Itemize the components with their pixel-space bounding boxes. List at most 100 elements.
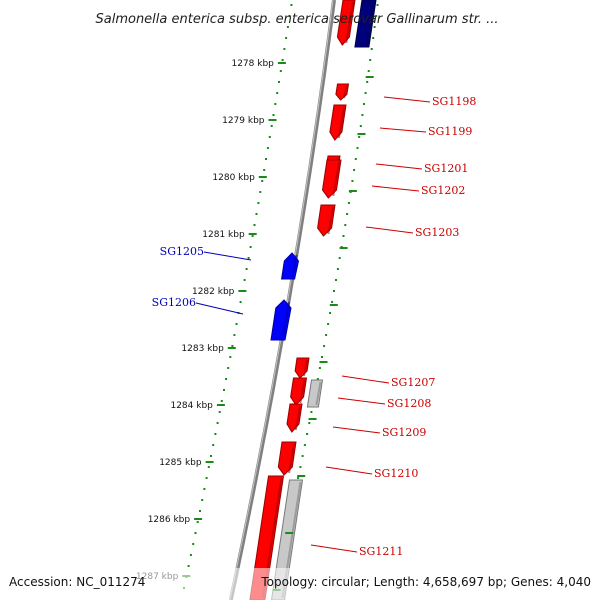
- outer-scale-dot: [285, 37, 288, 39]
- gene-block-sg1203[interactable]: [317, 204, 336, 237]
- outer-scale-dot: [223, 389, 225, 391]
- outer-scale-dot: [203, 488, 206, 490]
- inner-scale-dot: [372, 37, 375, 39]
- inner-scale-dot: [299, 466, 302, 468]
- inner-scale-dot: [336, 268, 339, 270]
- gene-label[interactable]: SG1203: [415, 226, 459, 239]
- outer-scale-dot: [279, 70, 282, 72]
- accession-text: Accession: NC_011274: [9, 575, 145, 589]
- outer-scale-dot: [214, 433, 217, 435]
- gene-label-leader: [337, 397, 386, 405]
- inner-scale-dot: [369, 59, 372, 61]
- outer-scale-dot: [239, 301, 242, 303]
- outer-scale-dot: [225, 378, 228, 380]
- outer-scale-dot: [194, 532, 197, 534]
- outer-scale-dot: [278, 81, 280, 83]
- outer-scale-dot: [251, 235, 254, 237]
- gene-label[interactable]: SG1199: [428, 125, 472, 138]
- inner-scale-dot: [333, 290, 335, 292]
- outer-scale-dot: [255, 213, 258, 215]
- outer-scale-dot: [259, 191, 262, 193]
- tick-label: 1279 kbp: [222, 116, 265, 126]
- gene-block-top-navy[interactable]: [354, 0, 377, 48]
- inner-scale-dot: [358, 136, 361, 138]
- tick-label: 1278 kbp: [231, 59, 274, 69]
- gene-block-sg1207a[interactable]: [294, 357, 310, 379]
- gene-block-sg1199[interactable]: [329, 104, 347, 141]
- gene-label[interactable]: SG1198: [432, 95, 476, 108]
- inner-scale-dot: [361, 114, 364, 116]
- outer-scale-dot: [192, 543, 195, 545]
- inner-scale-dot: [310, 411, 313, 413]
- outer-scale-dot: [243, 279, 246, 281]
- gene-block-sg1207b[interactable]: [290, 377, 308, 406]
- gene-block-sg1198[interactable]: [335, 83, 350, 101]
- gene-block-grey-1[interactable]: [306, 379, 324, 408]
- gene-block-top-red[interactable]: [336, 0, 356, 46]
- outer-scale-dot: [227, 367, 230, 369]
- gene-block-sg1203-body: [317, 204, 336, 237]
- gene-block-sg1209-shadow: [294, 405, 301, 431]
- tick-label: 1286 kbp: [148, 515, 191, 525]
- gene-block-sg1210-body: [277, 441, 297, 476]
- gene-block-sg1207b-shadow: [299, 379, 306, 404]
- gene-block-sg1202[interactable]: [321, 159, 342, 199]
- outer-scale-dot: [205, 477, 208, 479]
- gene-label[interactable]: SG1207: [391, 376, 435, 389]
- footer-background: [0, 568, 600, 600]
- gene-label[interactable]: SG1211: [359, 545, 403, 558]
- gene-block-sg1205[interactable]: [281, 252, 300, 280]
- outer-scale-dot: [274, 103, 277, 105]
- inner-scale-dot: [376, 4, 379, 6]
- gene-block-sg1210[interactable]: [277, 441, 297, 476]
- inner-scale-dot: [344, 224, 347, 226]
- gene-label[interactable]: SG1210: [374, 467, 418, 480]
- tick-label: 1284 kbp: [170, 401, 213, 411]
- genes-layer: [249, 0, 377, 600]
- gene-label[interactable]: SG1209: [382, 426, 426, 439]
- gene-label-leader: [195, 302, 244, 315]
- inner-scale-dot: [316, 378, 319, 380]
- outer-scale-dot: [216, 422, 219, 424]
- gene-block-sg1206[interactable]: [270, 299, 292, 341]
- gene-label[interactable]: SG1201: [424, 162, 468, 175]
- gene-label[interactable]: SG1205: [160, 245, 204, 258]
- inner-scale-dot: [306, 433, 309, 435]
- inner-scale-dot: [364, 92, 367, 94]
- inner-scale-dot: [327, 323, 330, 325]
- inner-scale-dot: [335, 279, 337, 281]
- outer-scale-dot: [265, 158, 267, 160]
- gene-block-sg1202-shadow: [332, 161, 340, 197]
- inner-scale-dot: [303, 444, 306, 446]
- inner-scale-dot: [325, 334, 328, 336]
- backbone-layer: [228, 0, 336, 600]
- inner-scale-dot: [342, 235, 345, 237]
- gene-label[interactable]: SG1202: [421, 184, 465, 197]
- gene-label-leader: [365, 226, 414, 234]
- outer-scale-dot: [187, 565, 190, 567]
- gene-label-leader: [203, 251, 252, 261]
- outer-scale-dot: [266, 147, 269, 149]
- inner-scale-dot: [318, 367, 321, 369]
- outer-scale-dot: [199, 510, 201, 512]
- inner-scale-dot: [353, 169, 356, 171]
- gene-label-leader: [310, 544, 358, 553]
- gene-block-sg1205-shadow: [291, 254, 298, 278]
- gene-label[interactable]: SG1208: [387, 397, 431, 410]
- outer-scale-dot: [220, 400, 223, 402]
- gene-labels: SG1198 SG1199 SG1201 SG1202 SG1203 SG1205 SG12…: [152, 95, 477, 558]
- gene-block-sg1202-body: [321, 159, 342, 199]
- gene-block-top-navy-shadow: [365, 1, 375, 46]
- inner-scale-dot: [329, 312, 332, 314]
- gene-block-sg1209[interactable]: [286, 403, 303, 433]
- inner-scale-dot: [356, 147, 359, 149]
- gene-block-top-red-shadow: [345, 1, 354, 44]
- outer-scale-dot: [247, 257, 250, 259]
- gene-label[interactable]: SG1206: [152, 296, 196, 309]
- gene-label-leader: [375, 163, 423, 170]
- outer-scale-dot: [249, 246, 252, 248]
- inner-scale-dot: [338, 257, 341, 259]
- gene-block-grey-1-shadow: [315, 381, 322, 406]
